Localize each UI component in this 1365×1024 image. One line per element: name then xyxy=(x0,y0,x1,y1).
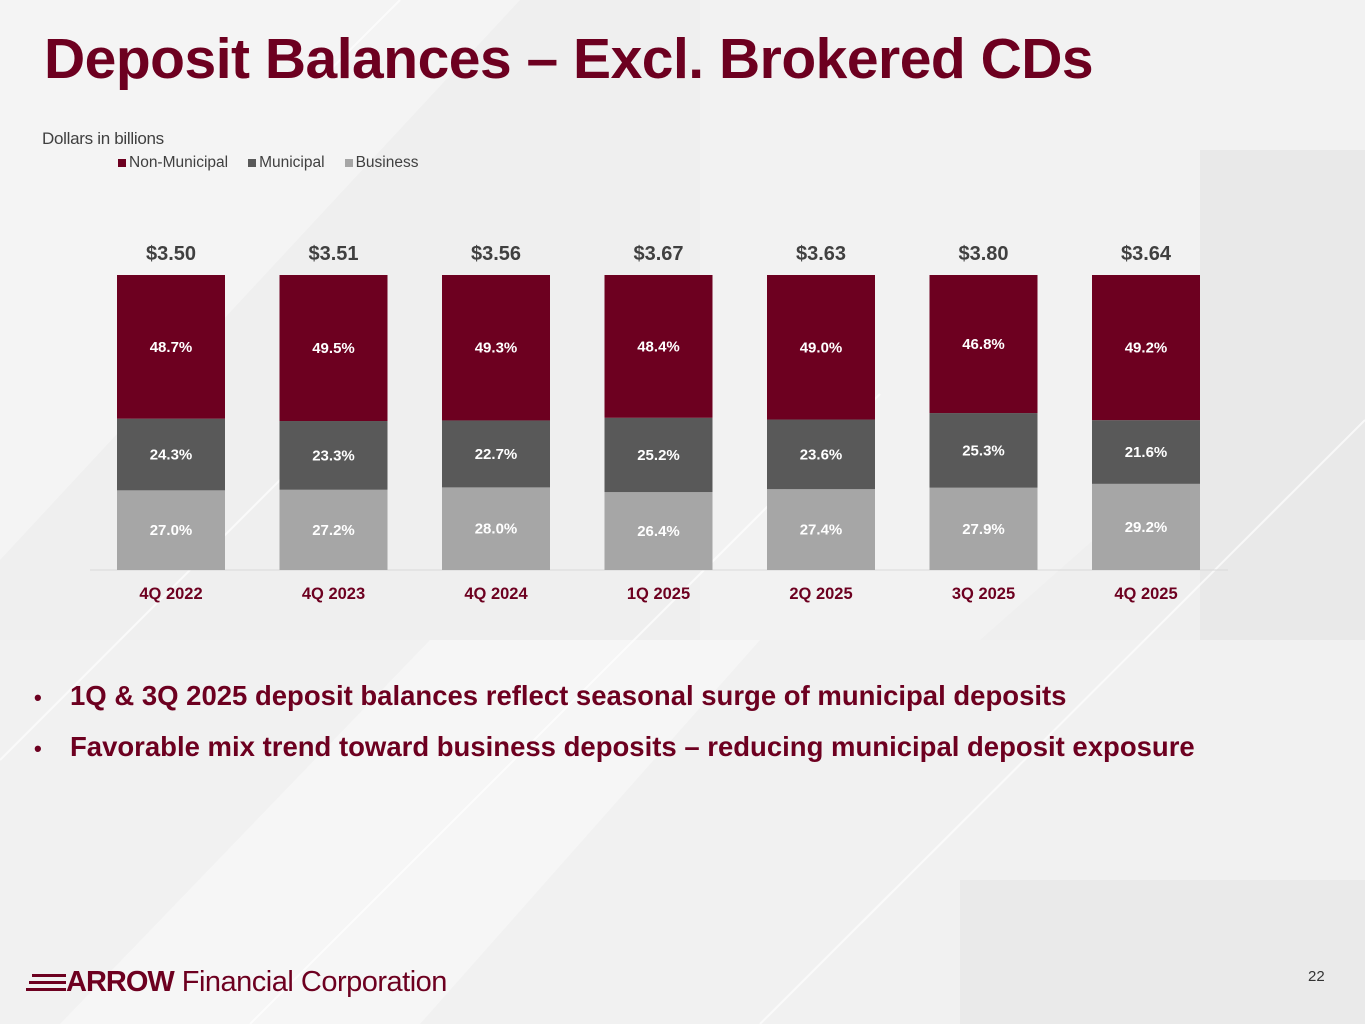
bar-segment-non-municipal xyxy=(929,275,1038,414)
data-label-non-municipal: 49.5% xyxy=(312,340,355,357)
data-label-municipal: 22.7% xyxy=(475,446,518,463)
legend-label-business: Business xyxy=(355,154,419,171)
bar-segment-business xyxy=(929,487,1038,570)
x-tick-label: 4Q 2024 xyxy=(464,585,528,603)
data-label-municipal: 21.6% xyxy=(1125,444,1168,461)
bar-total-label: $3.56 xyxy=(471,243,521,265)
bar-segment-municipal xyxy=(442,420,550,488)
bullet-dot-icon: • xyxy=(34,736,42,761)
bar-segment-business xyxy=(1092,483,1200,570)
legend-item-municipal: Municipal xyxy=(248,154,325,172)
legend-swatch-non-municipal xyxy=(118,159,126,167)
bar-segment-non-municipal xyxy=(767,275,875,420)
legend-swatch-municipal xyxy=(248,159,257,167)
legend-label-non-municipal: Non-Municipal xyxy=(129,154,229,171)
data-label-municipal: 25.3% xyxy=(962,442,1005,459)
legend-swatch-business xyxy=(344,159,353,167)
bar-segment-municipal xyxy=(279,421,388,490)
data-label-municipal: 25.2% xyxy=(637,447,680,464)
bar-total-label: $3.80 xyxy=(958,243,1008,265)
bar-total-label: $3.51 xyxy=(308,243,358,265)
bar-segment-non-municipal xyxy=(604,275,713,418)
data-label-non-municipal: 46.8% xyxy=(962,336,1005,353)
bar-segment-non-municipal xyxy=(1092,275,1200,421)
bar-segment-business xyxy=(442,487,550,570)
bar-total-label: $3.63 xyxy=(796,243,846,265)
bullet-item: • Favorable mix trend toward business de… xyxy=(34,731,1195,763)
bullet-text: 1Q & 3Q 2025 deposit balances reflect se… xyxy=(70,680,1067,711)
x-tick-label: 4Q 2023 xyxy=(302,585,365,603)
bullet-item: • 1Q & 3Q 2025 deposit balances reflect … xyxy=(34,680,1195,712)
stacked-bar-chart: 27.0% 24.3% 48.7% $3.50 4Q 2022 27.2% 23.3% 49.… xyxy=(90,243,1228,603)
data-label-non-municipal: 48.4% xyxy=(637,338,680,355)
bar-segment-municipal xyxy=(1092,420,1200,484)
bar-total-label: $3.67 xyxy=(633,243,683,265)
data-label-business: 27.0% xyxy=(150,522,193,539)
bar-segment-non-municipal xyxy=(117,275,225,419)
bullet-text: Favorable mix trend toward business depo… xyxy=(70,731,1195,762)
bar-segment-municipal xyxy=(117,418,225,491)
bar-segment-municipal xyxy=(604,417,713,493)
bar-segment-non-municipal xyxy=(279,275,388,422)
x-tick-label: 1Q 2025 xyxy=(627,585,690,603)
bullet-list: • 1Q & 3Q 2025 deposit balances reflect … xyxy=(34,680,1195,782)
bullet-dot-icon: • xyxy=(34,685,42,710)
chart-legend: Non-Municipal Municipal Business xyxy=(118,154,418,172)
data-label-municipal: 24.3% xyxy=(150,447,193,464)
bar-segment-business xyxy=(604,492,713,570)
bar-segment-municipal xyxy=(929,413,1038,488)
data-label-business: 28.0% xyxy=(475,521,518,538)
bar-segment-business xyxy=(117,490,225,570)
x-tick-label: 3Q 2025 xyxy=(952,585,1015,603)
bar-segment-municipal xyxy=(767,419,875,490)
x-tick-label: 4Q 2022 xyxy=(139,585,202,603)
data-label-business: 27.4% xyxy=(800,522,843,539)
bar-segment-business xyxy=(279,489,388,570)
data-label-municipal: 23.6% xyxy=(800,446,843,463)
data-label-non-municipal: 49.0% xyxy=(800,339,843,356)
data-label-non-municipal: 48.7% xyxy=(150,339,193,356)
page-number: 22 xyxy=(1308,968,1325,985)
chart-units-label: Dollars in billions xyxy=(42,129,164,148)
company-logo: ARROW Financial Corporation xyxy=(26,966,447,999)
bar-total-label: $3.50 xyxy=(146,243,196,265)
data-label-business: 29.2% xyxy=(1125,519,1168,536)
legend-item-non-municipal: Non-Municipal xyxy=(118,154,228,172)
bar-segment-business xyxy=(767,489,875,570)
data-label-non-municipal: 49.3% xyxy=(475,340,518,357)
legend-item-business: Business xyxy=(344,154,419,172)
logo-company-name: Financial Corporation xyxy=(181,966,448,998)
x-tick-label: 4Q 2025 xyxy=(1114,585,1177,603)
slide-title: Deposit Balances – Excl. Brokered CDs xyxy=(44,27,1094,91)
data-label-business: 27.9% xyxy=(962,521,1005,538)
bar-segment-non-municipal xyxy=(442,275,550,421)
arrow-logo-icon xyxy=(26,973,66,991)
x-tick-label: 2Q 2025 xyxy=(789,585,852,603)
data-label-business: 26.4% xyxy=(637,523,680,540)
data-label-municipal: 23.3% xyxy=(312,447,355,464)
data-label-business: 27.2% xyxy=(312,522,355,539)
logo-wordmark: ARROW xyxy=(66,966,175,998)
data-label-non-municipal: 49.2% xyxy=(1125,340,1168,357)
bar-total-label: $3.64 xyxy=(1121,243,1172,265)
legend-label-municipal: Municipal xyxy=(259,154,325,171)
